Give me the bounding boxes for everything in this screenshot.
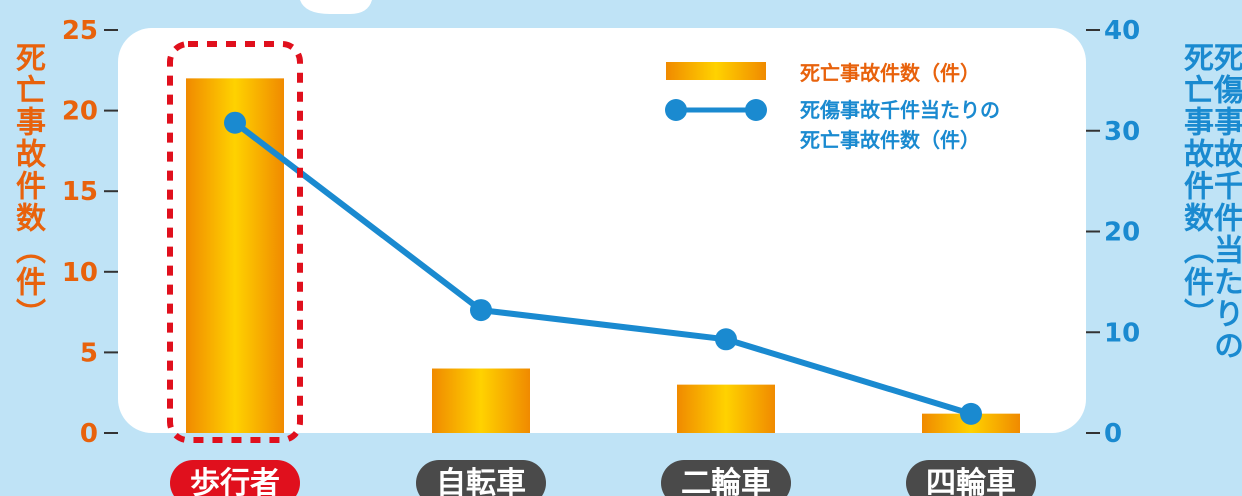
- left-axis-tick-label: 20: [62, 97, 98, 127]
- category-pill-2: [416, 460, 546, 496]
- right-axis: 0 10 20 30 40: [1086, 16, 1140, 449]
- line-point-4: [960, 402, 982, 425]
- left-axis-tick-label: 10: [62, 258, 98, 288]
- y-axis-right-label-line1: 死傷事故千件当たりの: [1208, 42, 1242, 362]
- y-axis-left-label: 死亡事故件数（件）: [10, 42, 45, 330]
- line-series: [224, 111, 982, 425]
- highlight-dashed-box: [167, 41, 303, 443]
- legend-bar-label: 死亡事故件数（件）: [800, 61, 980, 85]
- line-point-2: [470, 299, 492, 322]
- category-labels: 歩行者 自転車 二輪車 四輪車: [170, 460, 1036, 496]
- left-axis-tick-label: 0: [80, 419, 98, 449]
- y-axis-right-label: 死傷事故千件当たりの 死亡事故件数（件）: [1170, 42, 1242, 362]
- right-axis-tick-label: 20: [1104, 218, 1140, 248]
- right-axis-tick-label: 30: [1104, 117, 1140, 147]
- category-label-1: 歩行者: [190, 466, 280, 496]
- bar-1: [186, 78, 284, 434]
- y-axis-right-label-line2: 死亡事故件数（件）: [1178, 42, 1213, 330]
- legend-line-marker-right: [745, 99, 767, 121]
- bar-2: [432, 368, 530, 433]
- right-axis-tick-label: 10: [1104, 318, 1140, 348]
- legend-line-marker-left: [665, 99, 687, 121]
- category-pill-1: [170, 460, 300, 496]
- right-axis-tick-label: 0: [1104, 419, 1122, 449]
- line-path: [233, 120, 972, 417]
- category-label-4: 四輪車: [926, 466, 1016, 496]
- bar-3: [677, 384, 775, 433]
- legend-bar-swatch: [666, 62, 766, 80]
- left-axis-tick-label: 5: [80, 338, 98, 368]
- left-axis-tick-label: 15: [62, 177, 98, 207]
- highlight-box: [167, 41, 303, 443]
- legend: 死亡事故件数（件） 死傷事故千件当たりの 死亡事故件数（件）: [665, 61, 1000, 152]
- plot-area: [118, 28, 1086, 433]
- category-label-2: 自転車: [436, 466, 526, 496]
- left-axis: 0 5 10 15 20 25: [62, 16, 118, 449]
- left-axis-tick-label: 25: [62, 16, 98, 46]
- right-axis-tick-label: 40: [1104, 16, 1140, 46]
- category-pill-4: [906, 460, 1036, 496]
- legend-line-label-line2: 死亡事故件数（件）: [800, 128, 980, 152]
- line-point-1: [224, 111, 246, 134]
- top-badge-shape: [300, 0, 372, 14]
- legend-line-label-line1: 死傷事故千件当たりの: [800, 98, 1000, 122]
- category-pill-3: [661, 460, 791, 496]
- category-label-3: 二輪車: [681, 466, 771, 496]
- line-point-3: [715, 328, 737, 351]
